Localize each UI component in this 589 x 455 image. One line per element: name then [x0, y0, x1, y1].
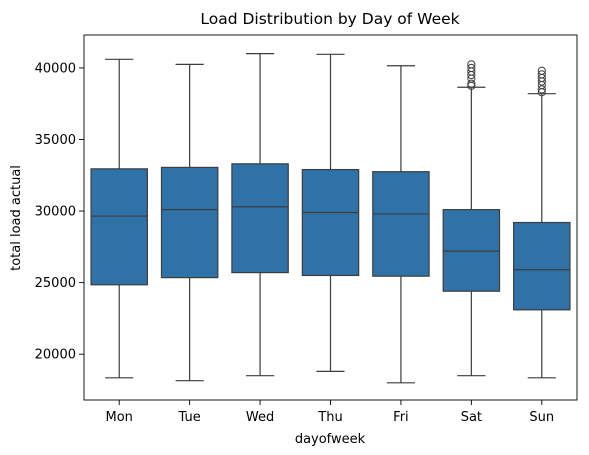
y-tick-label: 30000 [35, 205, 76, 220]
x-tick-label: Mon [106, 410, 133, 425]
outlier-point [467, 79, 476, 88]
x-tick-label: Sat [461, 410, 482, 425]
x-tick-label: Fri [393, 410, 409, 425]
chart-title: Load Distribution by Day of Week [200, 10, 459, 28]
y-tick-label: 25000 [35, 276, 76, 291]
box-group-sun [513, 66, 571, 379]
y-tick-label: 35000 [35, 133, 76, 148]
box-group-mon [90, 58, 148, 379]
box-wed [231, 163, 289, 274]
outlier-point [537, 66, 546, 75]
box-group-tue [160, 63, 219, 382]
x-tick-label: Thu [317, 410, 342, 425]
box-group-fri [372, 65, 430, 384]
y-tick-label: 40000 [35, 61, 76, 76]
box-mon [90, 168, 148, 286]
plot-elements [90, 53, 571, 384]
box-sun [513, 221, 571, 311]
y-axis-title: total load actual [9, 165, 24, 271]
y-tick-label: 20000 [35, 348, 76, 363]
box-fri [372, 171, 430, 277]
box-group-sat [442, 60, 501, 377]
box-tue [160, 166, 219, 279]
x-tick-label: Sun [529, 410, 554, 425]
box-group-thu [301, 53, 360, 372]
box-sat [442, 209, 501, 292]
x-tick-label: Tue [178, 410, 201, 425]
x-tick-label: Wed [246, 410, 274, 425]
outlier-point [467, 60, 476, 69]
x-axis: Mon Tue Wed Thu Fri Sat Sun [106, 400, 554, 425]
outlier-point [467, 63, 476, 73]
y-axis: 20000 25000 30000 35000 40000 [35, 61, 84, 363]
outlier-point [537, 70, 546, 79]
x-axis-title: dayofweek [295, 432, 366, 447]
box-thu [301, 168, 360, 277]
outlier-point [537, 85, 546, 94]
box-group-wed [231, 53, 289, 377]
